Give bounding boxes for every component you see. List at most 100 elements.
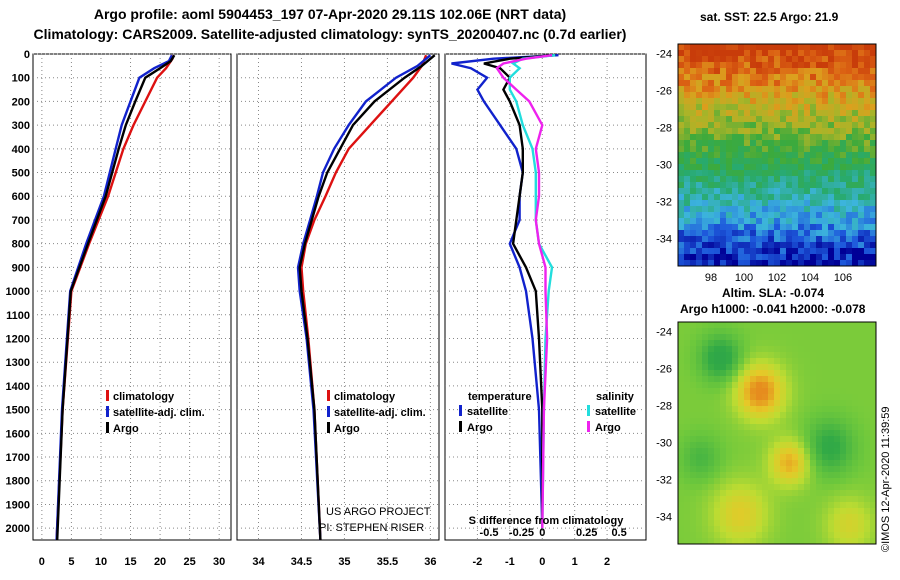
map-cell — [720, 182, 726, 188]
map-cell — [732, 134, 738, 140]
map-cell — [852, 340, 858, 346]
map-cell — [768, 364, 774, 370]
sst-x-tick: 100 — [735, 272, 753, 284]
map-cell — [702, 418, 708, 424]
map-cell — [828, 146, 834, 152]
map-cell — [828, 454, 834, 460]
map-cell — [816, 328, 822, 334]
map-cell — [708, 44, 714, 50]
map-cell — [732, 212, 738, 218]
map-cell — [768, 116, 774, 122]
map-cell — [846, 346, 852, 352]
map-cell — [792, 134, 798, 140]
map-cell — [852, 74, 858, 80]
sst-x-tick: 104 — [801, 272, 819, 284]
map-cell — [810, 490, 816, 496]
map-cell — [696, 44, 702, 50]
map-cell — [864, 170, 870, 176]
map-cell — [768, 50, 774, 56]
map-cell — [870, 260, 876, 266]
map-cell — [798, 328, 804, 334]
map-cell — [774, 44, 780, 50]
map-cell — [804, 212, 810, 218]
map-cell — [708, 430, 714, 436]
map-cell — [678, 236, 684, 242]
y-tick-label: 1500 — [6, 405, 30, 417]
map-cell — [738, 134, 744, 140]
map-cell — [732, 340, 738, 346]
map-cell — [720, 382, 726, 388]
map-cell — [798, 140, 804, 146]
map-cell — [750, 98, 756, 104]
map-cell — [792, 260, 798, 266]
map-cell — [726, 466, 732, 472]
map-cell — [768, 62, 774, 68]
map-cell — [804, 514, 810, 520]
map-cell — [684, 248, 690, 254]
map-cell — [714, 140, 720, 146]
map-cell — [744, 254, 750, 260]
map-cell — [822, 334, 828, 340]
map-cell — [834, 352, 840, 358]
map-cell — [726, 514, 732, 520]
map-cell — [756, 376, 762, 382]
map-cell — [774, 68, 780, 74]
map-cell — [852, 182, 858, 188]
legend-swatch — [106, 422, 109, 433]
map-cell — [840, 248, 846, 254]
map-cell — [714, 80, 720, 86]
map-cell — [834, 442, 840, 448]
map-cell — [732, 448, 738, 454]
map-cell — [810, 74, 816, 80]
map-cell — [810, 388, 816, 394]
map-cell — [852, 478, 858, 484]
x-tick-label: 35 — [338, 556, 350, 568]
map-cell — [786, 532, 792, 538]
map-cell — [816, 334, 822, 340]
map-cell — [762, 514, 768, 520]
map-cell — [774, 170, 780, 176]
map-cell — [828, 418, 834, 424]
map-cell — [726, 254, 732, 260]
map-cell — [798, 346, 804, 352]
map-cell — [870, 388, 876, 394]
map-cell — [780, 218, 786, 224]
map-cell — [690, 80, 696, 86]
map-cell — [768, 182, 774, 188]
map-cell — [828, 104, 834, 110]
map-cell — [858, 442, 864, 448]
map-cell — [864, 218, 870, 224]
map-cell — [846, 254, 852, 260]
map-cell — [816, 158, 822, 164]
map-cell — [822, 176, 828, 182]
map-cell — [870, 236, 876, 242]
map-cell — [822, 538, 828, 544]
y-tick-label: 1900 — [6, 499, 30, 511]
map-cell — [810, 364, 816, 370]
map-cell — [708, 80, 714, 86]
map-cell — [756, 358, 762, 364]
map-cell — [744, 206, 750, 212]
map-cell — [684, 394, 690, 400]
map-cell — [732, 152, 738, 158]
series-line-climatology — [55, 54, 175, 541]
map-cell — [690, 358, 696, 364]
map-cell — [690, 466, 696, 472]
map-cell — [756, 110, 762, 116]
map-cell — [738, 346, 744, 352]
map-cell — [702, 224, 708, 230]
map-cell — [780, 382, 786, 388]
map-cell — [846, 406, 852, 412]
map-cell — [864, 364, 870, 370]
map-cell — [708, 230, 714, 236]
map-cell — [834, 418, 840, 424]
map-cell — [834, 340, 840, 346]
legend-label: satellite-adj. clim. — [113, 407, 205, 419]
map-cell — [822, 242, 828, 248]
map-cell — [792, 454, 798, 460]
map-cell — [750, 194, 756, 200]
map-cell — [768, 424, 774, 430]
map-cell — [732, 206, 738, 212]
map-cell — [864, 134, 870, 140]
